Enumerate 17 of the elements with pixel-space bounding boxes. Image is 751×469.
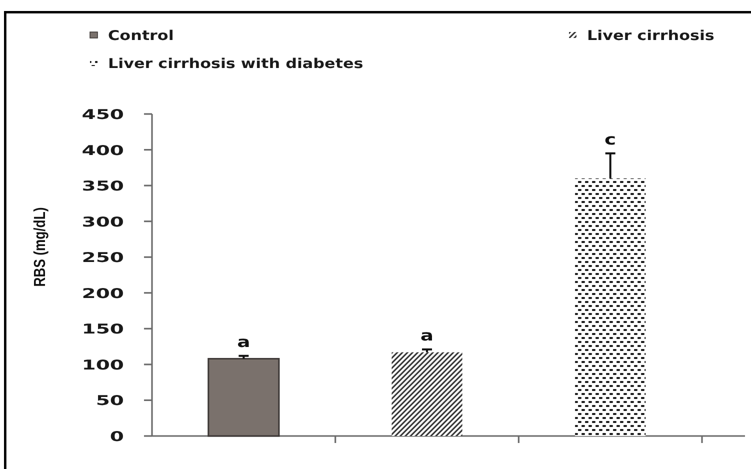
y-tick-label: 100 — [82, 358, 124, 374]
y-tick-label: 350 — [82, 178, 124, 194]
data-label: c — [604, 131, 616, 149]
y-tick-label: 50 — [96, 393, 124, 410]
y-tick-label: 200 — [82, 286, 124, 302]
y-axis-title: RBS (mg/dL) — [32, 207, 50, 287]
y-tick-label: 150 — [82, 322, 124, 338]
data-label: a — [420, 327, 434, 345]
legend-label: Liver cirrhosis with diabetes — [108, 56, 364, 72]
data-label: a — [237, 334, 250, 352]
y-tick-label: 300 — [82, 214, 124, 230]
y-tick-label: 0 — [110, 429, 124, 445]
legend-label: Control — [108, 28, 174, 44]
y-tick-label: 250 — [82, 250, 124, 266]
y-tick-label: 450 — [82, 107, 124, 123]
legend-label: Liver cirrhosis — [587, 28, 715, 44]
y-tick-label: 400 — [82, 143, 124, 159]
